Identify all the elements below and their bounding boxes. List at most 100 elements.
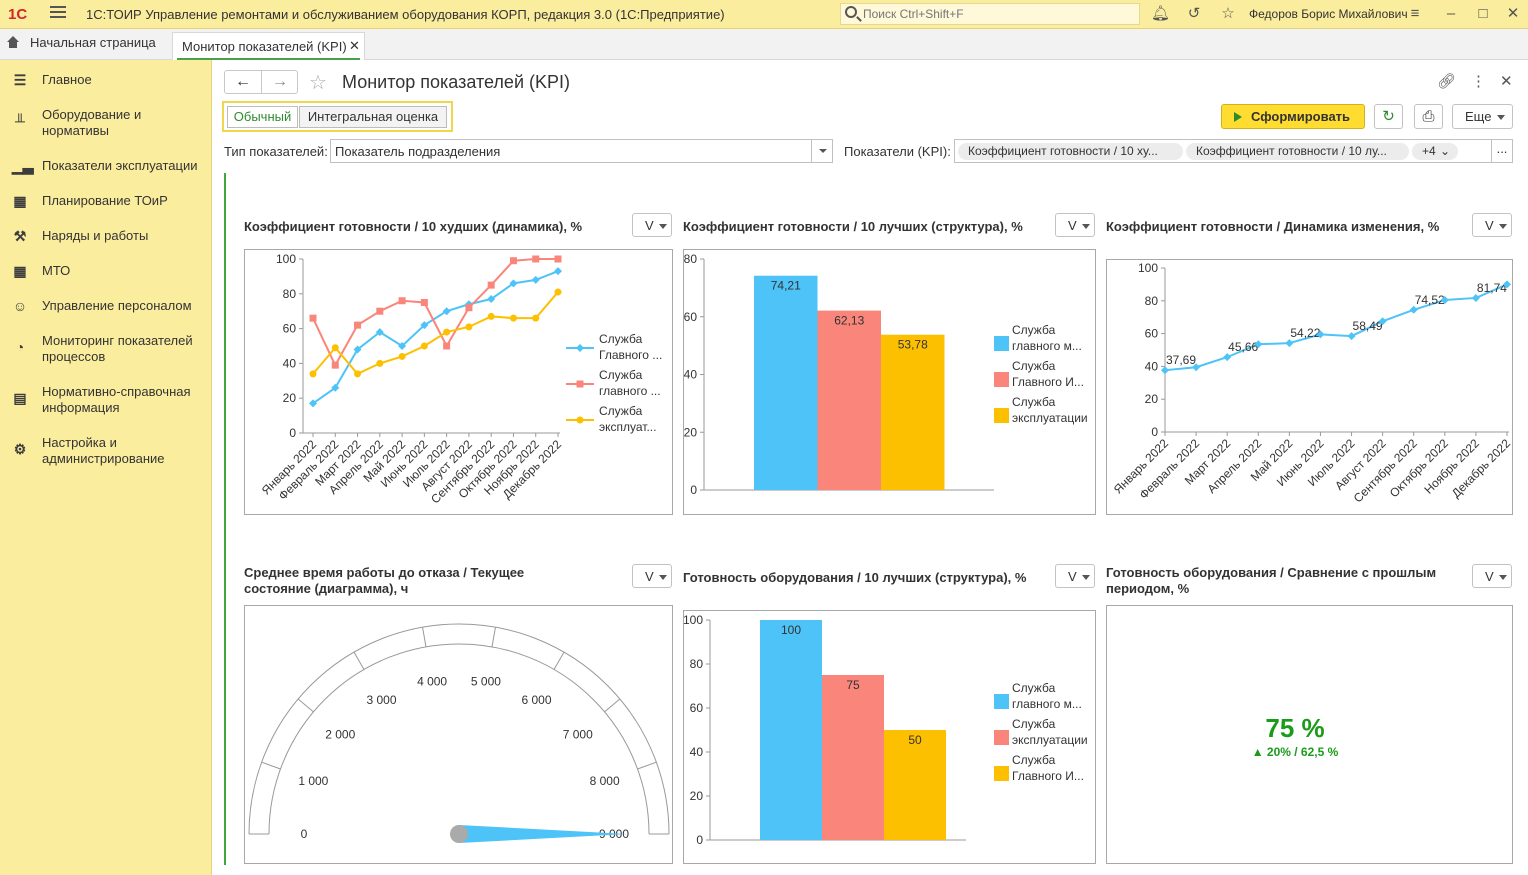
favorites-star-icon[interactable]: ☆ bbox=[1221, 5, 1235, 22]
data-point bbox=[1316, 330, 1325, 339]
legend-label: главного ... bbox=[599, 384, 661, 398]
chart1-title: Коэффициент готовности / 10 худших (дина… bbox=[244, 219, 583, 234]
type-input[interactable] bbox=[335, 143, 805, 159]
bar bbox=[881, 334, 945, 490]
kpi-chip[interactable]: Коэффициент готовности / 10 лу... bbox=[1186, 143, 1409, 160]
kpi-chip[interactable]: Коэффициент готовности / 10 ху... bbox=[958, 143, 1183, 160]
data-point bbox=[1378, 317, 1387, 326]
chart1-view-button[interactable]: V bbox=[632, 213, 672, 237]
y-tick-label: 20 bbox=[684, 425, 697, 439]
data-point bbox=[532, 314, 540, 322]
data-point bbox=[487, 295, 496, 304]
data-point bbox=[1409, 305, 1418, 314]
gear-icon: ⚙ bbox=[13, 441, 27, 457]
data-point bbox=[1161, 366, 1169, 375]
history-icon[interactable]: ↺ bbox=[1187, 5, 1201, 22]
tab-home[interactable]: Начальная страница bbox=[6, 35, 156, 55]
data-point bbox=[465, 304, 473, 312]
mode-normal-button[interactable]: Обычный bbox=[227, 106, 298, 128]
chart5-svg: 0 20 40 60 80 100 100 75 50 Служба главного м... Сл… bbox=[684, 613, 1088, 847]
chart2-view-button[interactable]: V bbox=[1055, 213, 1095, 237]
pie-icon: ◔ bbox=[15, 339, 25, 355]
gauge-label: 1 000 bbox=[298, 774, 328, 788]
dropdown-arrow-icon[interactable] bbox=[811, 140, 832, 162]
sidebar-item-label: Оборудование и нормативы bbox=[42, 107, 142, 138]
maximize-icon[interactable]: □ bbox=[1478, 5, 1488, 22]
legend-swatch bbox=[994, 336, 1009, 351]
forward-arrow-icon[interactable]: → bbox=[272, 73, 288, 90]
data-label: 58,49 bbox=[1353, 319, 1383, 333]
chart4-view-button[interactable]: V bbox=[632, 564, 672, 588]
legend-label: Служба bbox=[599, 368, 643, 382]
back-arrow-icon[interactable]: ← bbox=[235, 73, 251, 90]
search-input[interactable] bbox=[863, 6, 1133, 22]
data-label: 62,13 bbox=[834, 314, 864, 328]
series-line bbox=[312, 291, 559, 376]
gauge-label: 6 000 bbox=[521, 693, 551, 707]
y-tick-label: 20 bbox=[1145, 392, 1159, 406]
close-form-icon[interactable]: ✕ bbox=[1500, 73, 1513, 90]
type-select[interactable] bbox=[330, 139, 833, 163]
user-name[interactable]: Федоров Борис Михайлович bbox=[1249, 7, 1408, 21]
data-point bbox=[309, 370, 317, 378]
more-button[interactable]: Еще bbox=[1452, 104, 1513, 129]
gauge-outer-arc bbox=[248, 623, 670, 835]
legend-swatch bbox=[994, 372, 1009, 387]
tab-kpi-monitor[interactable]: Монитор показателей (KPI) ✕ bbox=[172, 32, 365, 60]
bar bbox=[822, 675, 884, 840]
sidebar-item-label: Настройка и администрирование bbox=[42, 435, 165, 466]
chart6-view-button[interactable]: V bbox=[1472, 564, 1512, 588]
data-point bbox=[331, 383, 340, 392]
equipment-icon: ╨ bbox=[15, 113, 25, 129]
link-icon[interactable]: 🔗︎ bbox=[1437, 73, 1457, 90]
close-tab-icon[interactable]: ✕ bbox=[349, 38, 360, 53]
mode-integral-button[interactable]: Интегральная оценка bbox=[299, 106, 447, 128]
chart3-view-button[interactable]: V bbox=[1472, 213, 1512, 237]
close-window-icon[interactable]: ✕ bbox=[1506, 5, 1520, 22]
data-point bbox=[1254, 340, 1263, 349]
gauge-tick bbox=[422, 627, 427, 647]
play-icon bbox=[1234, 112, 1242, 122]
bell-icon[interactable]: 🔔︎ bbox=[1151, 5, 1171, 22]
y-tick-label: 80 bbox=[684, 252, 697, 266]
global-search[interactable] bbox=[840, 3, 1140, 25]
data-point bbox=[354, 370, 362, 378]
calendar-icon: ▦ bbox=[13, 193, 27, 209]
data-label: 81,74 bbox=[1477, 281, 1507, 295]
bar bbox=[884, 730, 946, 840]
gauge-label: 3 000 bbox=[366, 693, 396, 707]
indicator-delta: ▲ 20% / 62,5 % bbox=[1252, 745, 1339, 759]
y-tick-label: 20 bbox=[283, 391, 297, 405]
print-button[interactable]: ⎙ bbox=[1414, 104, 1443, 129]
y-tick-label: 60 bbox=[1145, 327, 1159, 341]
sidebar-item-label: МТО bbox=[42, 263, 71, 278]
settings-menu-icon[interactable]: ≡ bbox=[1410, 5, 1420, 22]
gauge-label: 4 000 bbox=[417, 674, 447, 688]
data-label: 54,22 bbox=[1290, 326, 1320, 340]
generate-button[interactable]: Сформировать bbox=[1221, 104, 1365, 129]
data-point bbox=[576, 416, 584, 424]
kpi-select-button[interactable]: ... bbox=[1491, 140, 1512, 162]
main-menu-icon[interactable] bbox=[50, 6, 66, 20]
data-point bbox=[554, 255, 562, 263]
refresh-button[interactable]: ↻ bbox=[1374, 104, 1403, 129]
chart5-area: 0 20 40 60 80 100 100 75 50 Служба главного м... Сл… bbox=[683, 610, 1096, 864]
kpi-select[interactable]: Коэффициент готовности / 10 ху... Коэффи… bbox=[954, 139, 1513, 163]
data-label: 45,66 bbox=[1228, 340, 1258, 354]
y-tick-label: 100 bbox=[276, 252, 296, 266]
gauge-tick bbox=[604, 698, 621, 713]
chart5-view-button[interactable]: V bbox=[1055, 564, 1095, 588]
kpi-more-chip[interactable]: +4 ⌄ bbox=[1412, 143, 1458, 160]
data-label: 100 bbox=[781, 623, 801, 637]
more-vertical-icon[interactable]: ⋮ bbox=[1471, 73, 1486, 90]
data-point bbox=[375, 328, 384, 337]
search-icon bbox=[845, 6, 857, 18]
minimize-icon[interactable]: – bbox=[1446, 5, 1456, 22]
y-tick-label: 100 bbox=[684, 613, 703, 627]
legend-label: эксплуат... bbox=[599, 420, 656, 434]
favorite-star-icon[interactable]: ☆ bbox=[309, 72, 327, 94]
y-tick-label: 80 bbox=[690, 657, 704, 671]
data-point bbox=[509, 257, 517, 265]
data-point bbox=[331, 361, 339, 369]
data-point bbox=[420, 299, 428, 306]
